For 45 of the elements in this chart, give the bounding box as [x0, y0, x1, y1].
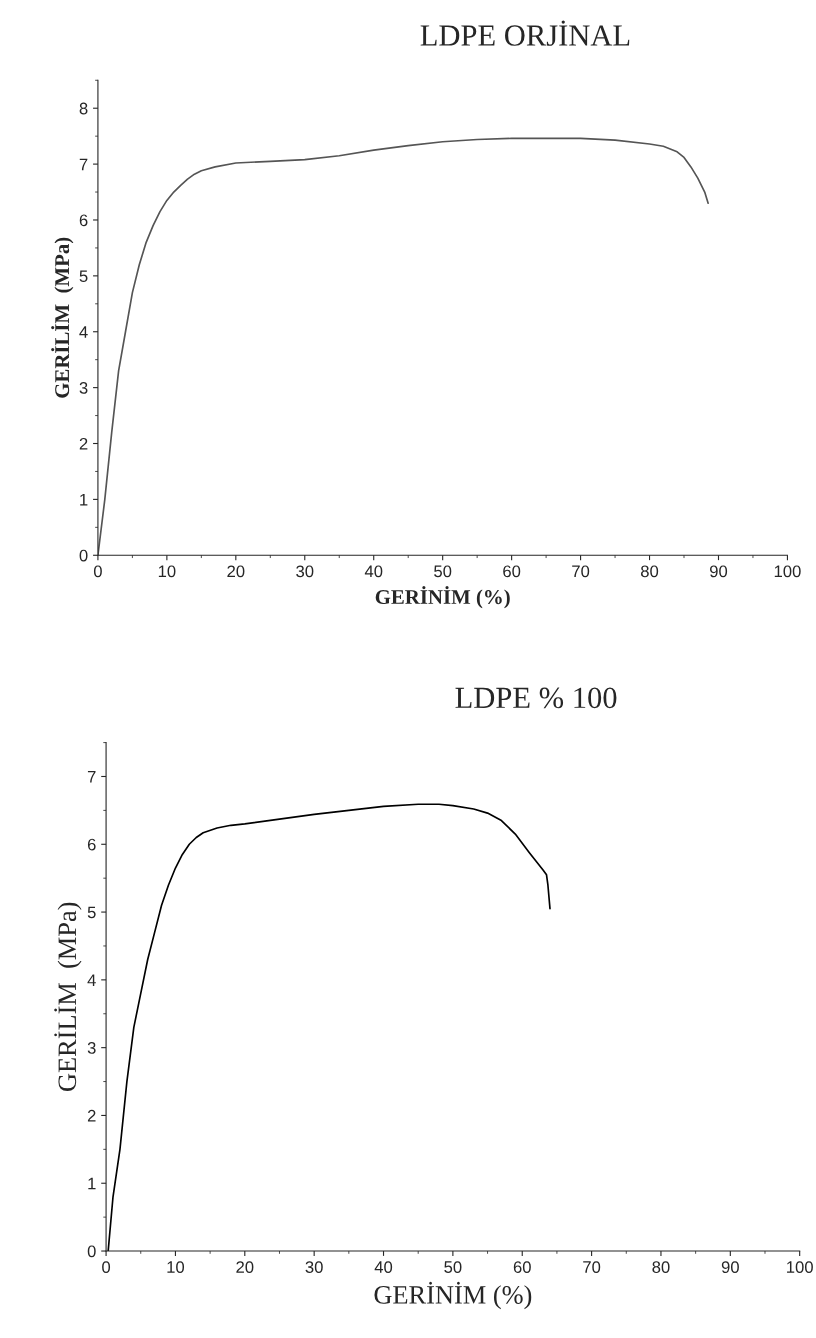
- y-tick-label: 0: [87, 1245, 96, 1258]
- x-tick-label: 40: [374, 1261, 393, 1273]
- y-tick-label: 7: [79, 158, 88, 171]
- x-tick-label: 70: [572, 565, 590, 578]
- x-tick-label: 90: [710, 565, 728, 578]
- x-tick-label: 100: [787, 1261, 813, 1273]
- chart-title: LDPE % 100: [455, 687, 617, 709]
- y-tick-label: 6: [79, 214, 88, 227]
- x-tick-label: 70: [583, 1261, 601, 1273]
- line-series: [107, 803, 551, 1252]
- x-tick-label: 40: [364, 565, 383, 578]
- x-tick-label: 90: [721, 1261, 739, 1273]
- y-tick-label: 5: [87, 906, 96, 919]
- y-tick-label: 4: [79, 326, 88, 338]
- x-tick-label: 10: [158, 565, 176, 578]
- x-tick-label: 50: [434, 565, 452, 578]
- x-tick-label: 100: [774, 565, 801, 578]
- y-tick-label: 7: [87, 771, 96, 783]
- x-tick-label: 20: [227, 565, 245, 578]
- y-tick-label: 0: [79, 549, 88, 562]
- y-tick-label: 8: [79, 102, 88, 115]
- y-tick-label: 2: [87, 1109, 96, 1122]
- x-tick-label: 80: [652, 1261, 670, 1273]
- y-tick-label: 6: [87, 838, 96, 851]
- x-tick-label: 20: [236, 1261, 254, 1273]
- y-axis-title: GERİLİM (MPa): [51, 237, 74, 398]
- x-tick-label: 30: [305, 1261, 323, 1273]
- x-tick-label: 60: [503, 565, 521, 578]
- y-tick-label: 2: [79, 437, 88, 450]
- y-tick-label: 4: [87, 974, 96, 986]
- y-tick-label: 5: [79, 270, 88, 283]
- y-axis-title: GERİLİM (MPa): [54, 902, 82, 1091]
- chart-title: LDPE ORJİNAL: [420, 20, 630, 46]
- y-tick-label: 3: [87, 1042, 96, 1054]
- x-tick-label: 0: [102, 1261, 111, 1273]
- x-tick-label: 80: [640, 565, 659, 578]
- x-tick-label: 60: [513, 1261, 531, 1273]
- x-axis-title: GERİNİM (%): [375, 586, 510, 609]
- y-tick-label: 3: [79, 382, 88, 394]
- x-tick-label: 10: [167, 1261, 185, 1273]
- x-axis-title: GERİNİM (%): [374, 1281, 532, 1310]
- x-tick-label: 50: [444, 1261, 462, 1273]
- y-tick-label: 1: [88, 1177, 96, 1190]
- y-tick-label: 1: [80, 493, 88, 506]
- x-tick-label: 30: [296, 565, 314, 578]
